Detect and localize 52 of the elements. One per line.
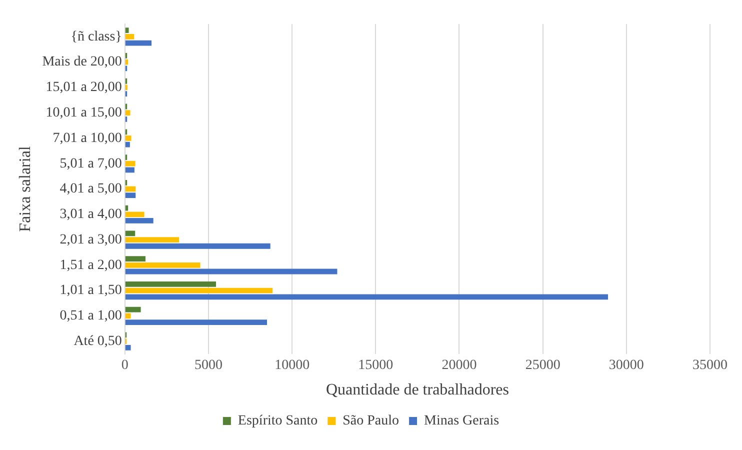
y-tick-label: 10,01 a 15,00 [46, 106, 122, 121]
x-axis-title: Quantidade de trabalhadores [326, 382, 509, 399]
x-tick-label: 0 [121, 358, 128, 374]
bar [125, 40, 152, 46]
legend-label: São Paulo [342, 414, 400, 429]
bar [125, 136, 132, 141]
y-tick-label: Até 0,50 [74, 334, 122, 349]
bar [125, 34, 134, 40]
bar [125, 262, 200, 268]
y-tick-label: 1,01 a 1,50 [60, 283, 122, 298]
y-tick-label: {ñ class} [70, 29, 122, 44]
bar [125, 294, 608, 300]
bar [125, 160, 136, 166]
bar [125, 142, 130, 148]
y-tick-label: 2,01 a 3,00 [60, 232, 122, 248]
bar [125, 218, 154, 224]
bar [125, 288, 273, 294]
legend-label: Espírito Santo [238, 414, 318, 429]
x-tick-label: 30000 [608, 358, 644, 374]
x-tick-label: 10000 [274, 358, 310, 374]
y-axis-title: Faixa salarial [16, 146, 34, 232]
y-tick-label: 3,01 a 4,00 [60, 207, 122, 222]
bar [125, 268, 338, 274]
x-tick-label: 5000 [194, 358, 222, 374]
x-tick-label: 15000 [358, 358, 394, 374]
bar [125, 320, 268, 325]
bar [125, 237, 180, 242]
bar [125, 281, 216, 287]
bar [125, 110, 130, 116]
legend-label: Minas Gerais [424, 414, 500, 429]
bar [125, 313, 131, 319]
bar [125, 59, 128, 65]
y-tick-label: 15,01 a 20,00 [46, 80, 122, 96]
x-tick-label: 25000 [525, 358, 560, 374]
y-tick-label: 0,51 a 1,00 [60, 308, 122, 324]
bar [125, 192, 136, 198]
x-tick-label: 20000 [442, 358, 477, 374]
bar [125, 344, 131, 350]
y-tick-label: 1,51 a 2,00 [60, 258, 122, 273]
bar [125, 256, 146, 262]
bar [125, 243, 270, 249]
x-tick-label: 35000 [692, 358, 728, 374]
bar [125, 230, 136, 236]
bar [125, 186, 136, 192]
y-tick-label: 7,01 a 10,00 [52, 130, 122, 146]
bar [125, 167, 134, 173]
bar [125, 212, 144, 218]
y-tick-label: 5,01 a 7,00 [60, 156, 122, 172]
y-tick-label: Mais de 20,00 [42, 54, 122, 70]
bar [125, 28, 129, 34]
y-tick-label: 4,01 a 5,00 [60, 182, 122, 197]
bar [125, 306, 141, 312]
